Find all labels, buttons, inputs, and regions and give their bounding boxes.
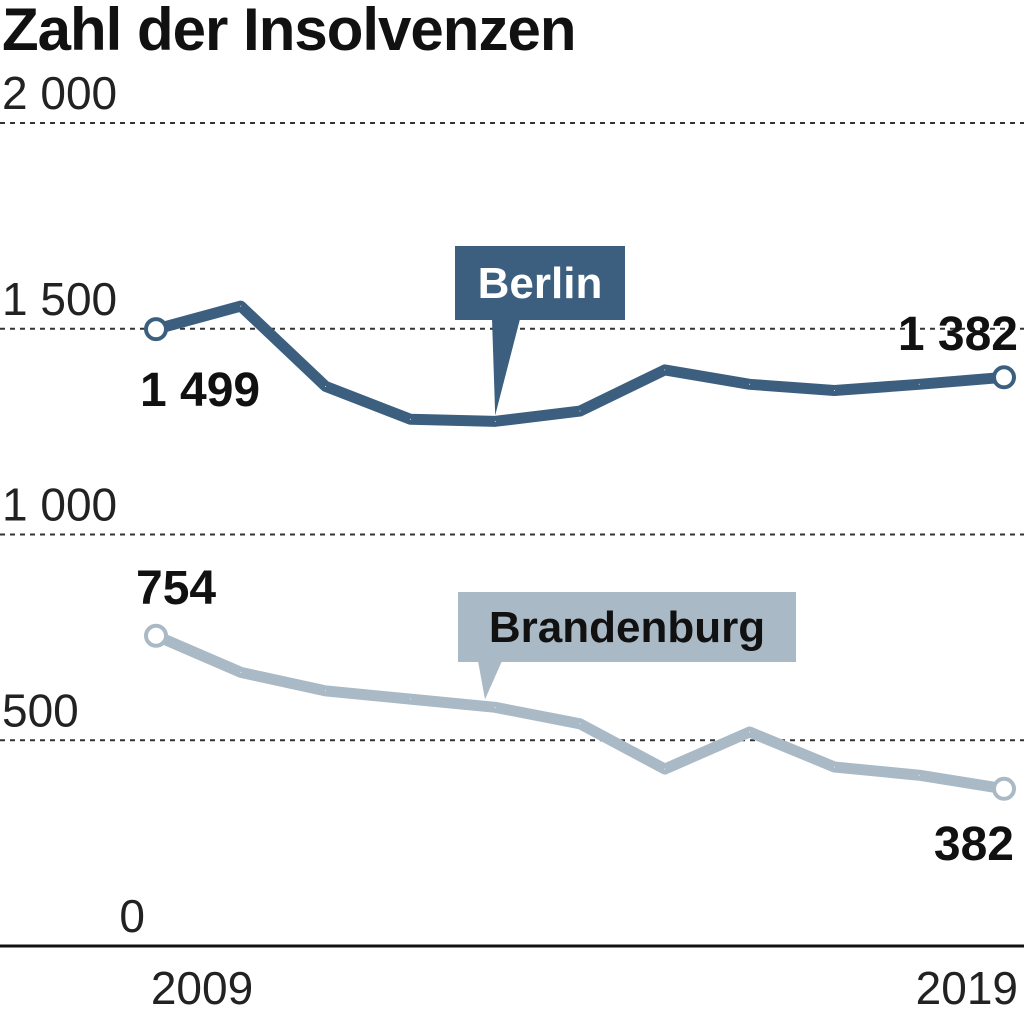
data-point xyxy=(664,768,666,770)
data-label: 1 382 xyxy=(898,308,1018,361)
y-tick-label: 1 000 xyxy=(2,479,117,531)
data-point xyxy=(992,776,1016,801)
data-point xyxy=(918,383,920,385)
data-label: 382 xyxy=(934,818,1014,871)
series-label-pointer xyxy=(478,661,502,700)
x-axis-ticks: 2009 2019 xyxy=(151,962,1018,1014)
data-point xyxy=(749,731,751,733)
series-label-berlin: Berlin xyxy=(455,246,625,416)
series-labels: Berlin Brandenburg xyxy=(455,246,796,700)
series-label-pointer xyxy=(492,319,520,416)
data-point xyxy=(749,383,751,385)
y-axis-ticks: 0 500 1 000 1 500 2 000 xyxy=(2,67,145,942)
series-label-box xyxy=(455,246,625,320)
data-point xyxy=(992,365,1016,390)
x-tick-label: 2019 xyxy=(916,962,1018,1014)
data-point xyxy=(144,623,168,648)
data-label: 754 xyxy=(136,562,216,615)
data-point xyxy=(833,766,835,768)
data-point xyxy=(240,671,242,673)
data-point xyxy=(494,420,496,422)
data-point xyxy=(240,305,242,307)
chart-title: Zahl der Insolvenzen xyxy=(2,0,575,63)
data-point xyxy=(918,774,920,776)
data-point xyxy=(325,385,327,387)
data-point xyxy=(494,706,496,708)
series-name: Berlin xyxy=(478,259,603,308)
series-label-brandenburg: Brandenburg xyxy=(458,592,796,700)
data-point xyxy=(579,723,581,725)
y-tick-label: 500 xyxy=(2,684,79,736)
data-point xyxy=(325,690,327,692)
data-point xyxy=(833,389,835,391)
y-tick-label: 0 xyxy=(119,890,145,942)
series-lines xyxy=(144,300,1016,801)
y-tick-label: 2 000 xyxy=(2,67,117,119)
data-label: 1 499 xyxy=(140,364,260,417)
data-point xyxy=(409,418,411,420)
y-tick-label: 1 500 xyxy=(2,273,117,325)
x-tick-label: 2009 xyxy=(151,962,253,1014)
series-label-box xyxy=(458,592,796,662)
data-point xyxy=(144,317,168,342)
data-point xyxy=(664,369,666,371)
data-point xyxy=(579,410,581,412)
data-labels: 1 499 1 382 754 382 xyxy=(136,308,1018,871)
series-line-berlin xyxy=(150,300,1010,427)
series-name: Brandenburg xyxy=(489,603,765,652)
data-point xyxy=(409,698,411,700)
